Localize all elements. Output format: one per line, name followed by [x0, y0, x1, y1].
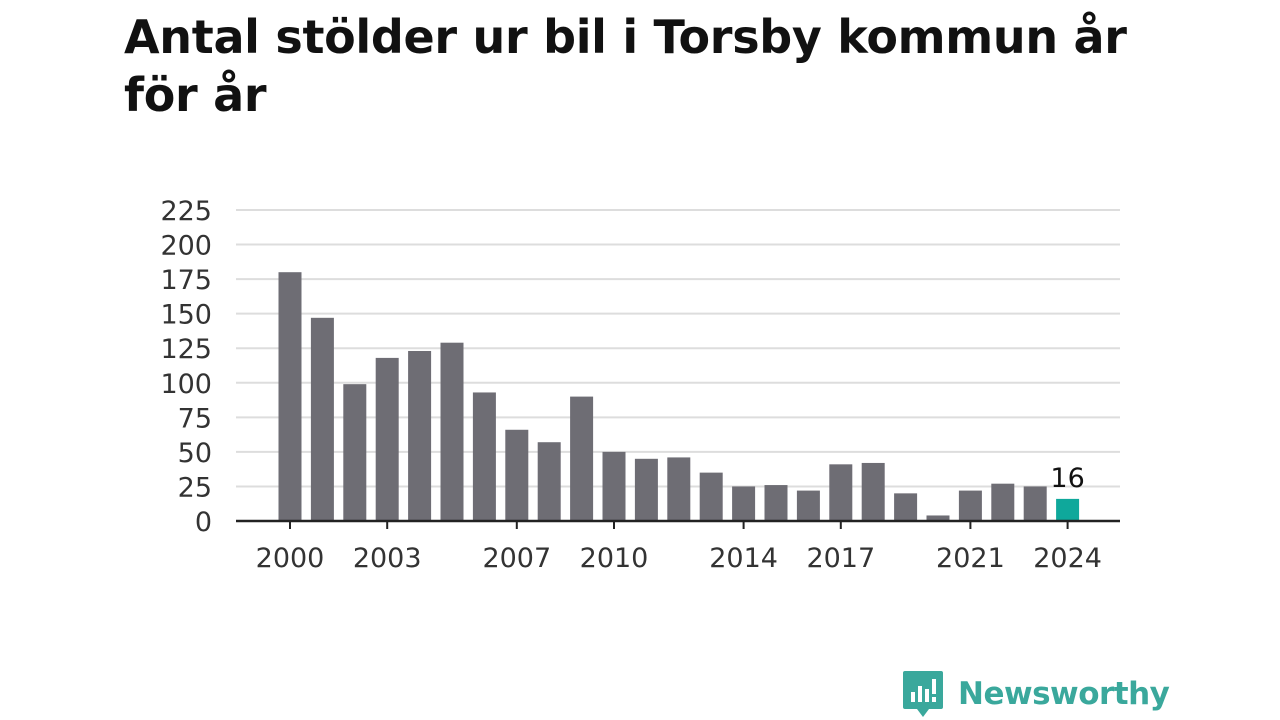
bar-2006 — [472, 392, 496, 521]
bar-2002 — [343, 384, 367, 521]
x-tick-label: 2007 — [482, 543, 551, 574]
y-tick-label: 175 — [160, 265, 212, 296]
bar-2003 — [375, 357, 399, 521]
bar-2001 — [310, 317, 334, 521]
y-tick-label: 150 — [160, 300, 212, 331]
bar-2008 — [537, 442, 561, 521]
bar-2016 — [796, 490, 820, 521]
x-tick-label: 2010 — [580, 543, 649, 574]
bar-2017 — [829, 464, 853, 521]
bar-2023 — [1023, 486, 1047, 521]
x-tick-label: 2000 — [256, 543, 325, 574]
bar-2009 — [570, 396, 594, 521]
chart-title: Antal stölder ur bil i Torsby kommun år … — [124, 10, 1127, 122]
bar-2011 — [634, 458, 658, 521]
brand-name: Newsworthy — [958, 676, 1170, 712]
bar-2014 — [732, 486, 756, 521]
bar-2005 — [440, 342, 464, 521]
y-tick-label: 100 — [160, 369, 212, 400]
y-tick-label: 50 — [178, 438, 212, 469]
bar-2024 — [1056, 498, 1080, 521]
axis — [236, 519, 1120, 529]
bar-2004 — [408, 350, 432, 521]
x-tick-label: 2017 — [806, 543, 875, 574]
bar-2022 — [991, 483, 1015, 521]
brand-logo: Newsworthy — [902, 670, 1170, 718]
y-tick-label: 225 — [160, 196, 212, 227]
y-tick-label: 25 — [178, 472, 212, 503]
bar-2019 — [894, 493, 918, 521]
y-tick-label: 125 — [160, 334, 212, 365]
bar-2018 — [861, 462, 885, 521]
y-tick-label: 200 — [160, 231, 212, 262]
bar-2012 — [667, 457, 691, 521]
bars — [278, 272, 1080, 521]
bar-2020 — [926, 515, 950, 521]
x-tick-label: 2024 — [1033, 543, 1102, 574]
bar-2015 — [764, 485, 788, 521]
y-tick-label: 0 — [195, 507, 212, 538]
bar-2021 — [958, 490, 982, 521]
x-tick-labels: 2000 2003 2007 2010 2014 2017 2021 2024 — [256, 543, 1102, 574]
x-tick-label: 2021 — [936, 543, 1005, 574]
x-tick-label: 2003 — [353, 543, 422, 574]
bar-2010 — [602, 451, 626, 521]
x-tick-label: 2014 — [709, 543, 778, 574]
y-tick-label: 75 — [178, 403, 212, 434]
data-label: 16 — [1050, 463, 1084, 494]
bar-2013 — [699, 472, 723, 521]
gridlines — [236, 209, 1120, 488]
newsworthy-logo-icon — [903, 671, 943, 717]
data-labels: 16 — [1050, 463, 1084, 494]
bar-2007 — [505, 429, 529, 521]
bar-2000 — [278, 272, 302, 521]
